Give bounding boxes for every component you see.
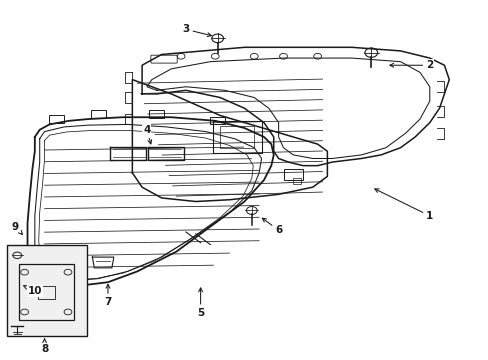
- Text: 5: 5: [197, 288, 204, 318]
- Bar: [6, 244, 87, 336]
- Bar: [91, 111, 105, 118]
- Text: 10: 10: [23, 286, 42, 296]
- Bar: [283, 169, 303, 180]
- Text: 1: 1: [374, 189, 432, 221]
- Bar: [212, 121, 261, 153]
- Bar: [49, 115, 64, 123]
- Text: 8: 8: [41, 339, 48, 354]
- Text: 2: 2: [389, 60, 432, 70]
- Bar: [293, 178, 300, 184]
- Bar: [220, 126, 254, 148]
- Text: 4: 4: [143, 125, 151, 144]
- Text: 6: 6: [262, 218, 282, 235]
- Bar: [210, 117, 224, 125]
- Bar: [149, 111, 163, 118]
- Bar: [38, 285, 55, 298]
- Text: 7: 7: [104, 284, 111, 307]
- Bar: [19, 264, 74, 320]
- Text: 3: 3: [182, 24, 211, 37]
- Text: 9: 9: [12, 222, 22, 234]
